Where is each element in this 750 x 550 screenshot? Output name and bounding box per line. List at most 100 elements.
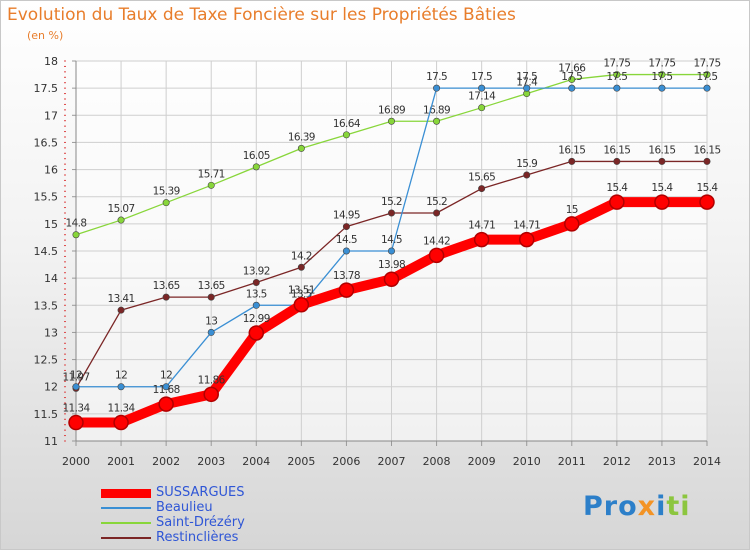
y-minor-tick [64,250,66,252]
y-minor-tick [64,82,66,84]
data-point [338,282,355,298]
chart-title: Evolution du Taux de Taxe Foncière sur l… [7,5,516,25]
data-point [428,247,445,264]
y-minor-tick [64,93,66,95]
data-label: 16.15 [558,144,585,156]
data-label: 11.97 [62,371,89,383]
y-minor-tick [64,402,66,404]
data-label: 14.5 [336,234,357,246]
legend-label: Restinclières [156,530,239,545]
y-minor-tick [64,185,66,187]
y-minor-tick [64,174,66,176]
y-unit-label: (en %) [27,29,64,42]
x-tick-label: 2009 [468,455,496,468]
data-point [162,199,170,207]
data-point [478,104,486,112]
y-minor-tick [64,136,66,138]
data-label: 16.15 [648,144,675,156]
data-label: 17.5 [606,71,627,83]
y-minor-tick [64,120,66,122]
y-minor-tick [64,261,66,263]
data-point [564,216,580,232]
y-minor-tick [64,407,66,409]
y-minor-tick [64,369,66,371]
data-point [703,71,711,79]
y-tick-label: 11.5 [34,408,59,421]
y-minor-tick [64,98,66,100]
data-label: 17.66 [558,62,586,74]
data-label: 14.8 [66,218,87,230]
data-point [297,144,305,152]
data-point [433,209,441,217]
x-tick-label: 2001 [107,455,135,468]
data-label: 12 [160,370,172,382]
data-point [383,271,400,287]
data-point [252,301,260,309]
legend-swatch [101,522,151,524]
y-minor-tick [64,293,66,295]
y-minor-tick [64,413,66,415]
data-point [342,131,350,139]
data-label: 13.65 [153,280,180,292]
y-minor-tick [64,255,66,257]
data-point [117,216,125,224]
x-tick-label: 2004 [242,455,270,468]
data-label: 14.42 [423,235,450,247]
data-point [248,325,265,341]
y-minor-tick [64,418,66,420]
data-label: 15.39 [153,186,180,198]
y-tick-label: 15.5 [34,191,59,204]
data-point [703,84,711,92]
y-minor-tick [64,310,66,312]
data-point [613,71,621,79]
y-tick-label: 13.5 [34,299,59,312]
data-point [162,293,170,301]
data-label: 15.07 [108,203,135,215]
y-minor-tick [64,272,66,274]
data-label: 13 [205,315,217,327]
legend-item: Beaulieu [101,500,361,516]
y-minor-tick [64,266,66,268]
data-label: 17.75 [648,58,675,70]
y-tick-label: 16.5 [34,136,59,149]
data-point [654,194,670,210]
data-label: 16.64 [333,118,361,130]
data-point [113,414,129,431]
y-minor-tick [64,321,66,323]
x-tick-label: 2008 [423,455,451,468]
legend-item: Restinclières [101,530,361,546]
y-minor-tick [64,440,66,442]
x-tick-label: 2007 [378,455,406,468]
series-sussargues: 11.34 11.34 11.68 11.86 12.99 13.51 13.78 13.98… [62,182,719,431]
legend-swatch [101,507,151,509]
y-minor-tick [64,277,66,279]
y-minor-tick [64,435,66,437]
data-point [158,396,174,412]
data-point [117,383,125,391]
y-minor-tick [64,239,66,241]
data-label: 17.5 [561,71,582,83]
x-tick-label: 2010 [513,455,541,468]
y-minor-tick [64,245,66,247]
data-label: 15.4 [651,182,673,194]
y-minor-tick [64,342,66,344]
logo-part: i [656,491,667,522]
y-minor-tick [64,380,66,382]
data-point [613,157,621,165]
data-label: 14.71 [468,220,495,232]
data-label: 11.86 [198,374,226,386]
y-minor-tick [64,288,66,290]
data-label: 12.99 [243,313,270,325]
y-tick-label: 14 [44,272,58,285]
data-label: 11.34 [62,403,90,415]
data-point [699,194,715,210]
y-tick-label: 14.5 [34,245,59,258]
data-label: 16.15 [603,144,630,156]
data-point [117,306,125,314]
y-tick-label: 12 [44,381,58,394]
y-minor-tick [64,163,66,165]
data-label: 13.51 [288,285,315,297]
data-point [293,296,310,313]
data-point [523,84,531,92]
x-tick-label: 2014 [693,455,721,468]
